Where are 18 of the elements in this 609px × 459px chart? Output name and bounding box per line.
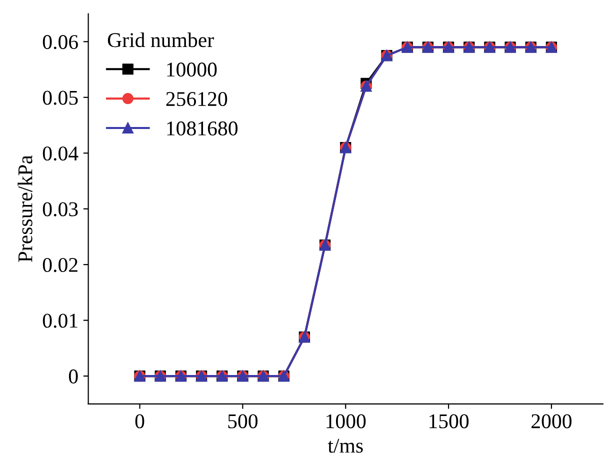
x-tick-label: 1000 — [326, 414, 366, 428]
x-tick-label: 1500 — [430, 414, 469, 428]
x-tick-label: 2000 — [532, 414, 572, 428]
y-tick-label: 0.03 — [42, 202, 78, 216]
y-tick-label: 0.05 — [42, 90, 78, 105]
y-tick-label: 0.06 — [42, 35, 78, 50]
x-tick-label: 0 — [135, 414, 144, 428]
legend-label: 1081680 — [167, 121, 238, 136]
y-tick-label: 0.02 — [42, 258, 78, 272]
y-tick-label: 0 — [68, 369, 78, 384]
x-axis-title: t/ms — [328, 438, 363, 453]
legend-label: 256120 — [166, 92, 228, 106]
y-tick-label: 0.04 — [42, 146, 78, 161]
y-axis-title: Pressure/kPa — [18, 155, 32, 262]
y-tick-label: 0.01 — [42, 314, 78, 328]
legend-label: 10000 — [167, 62, 217, 77]
x-tick-label: 500 — [228, 414, 258, 428]
legend-title: Grid number — [108, 32, 214, 48]
